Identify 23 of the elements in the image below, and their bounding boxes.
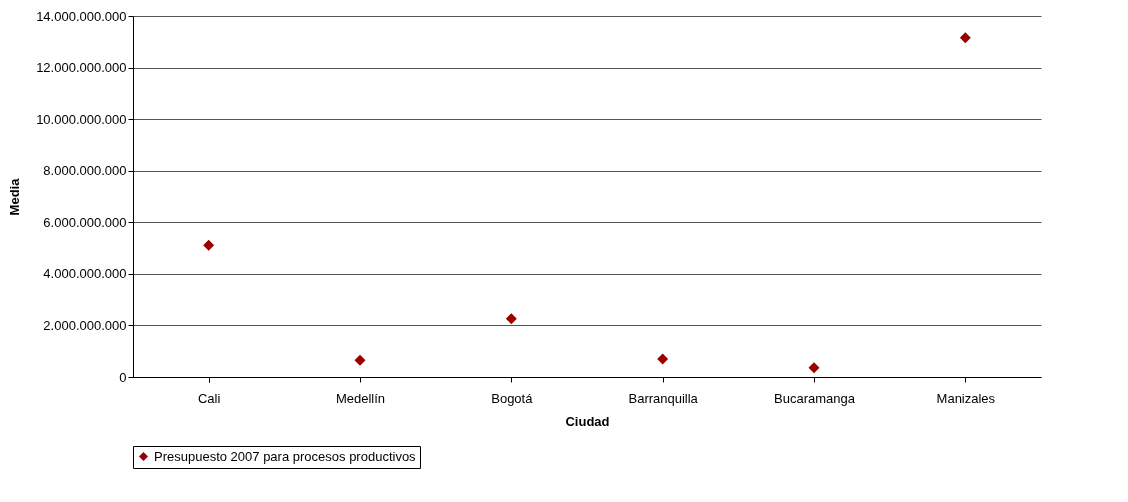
y-tick-label: 2.000.000.000 — [43, 317, 127, 333]
point — [808, 362, 820, 374]
y-tick-label: 6.000.000.000 — [43, 214, 127, 230]
point — [203, 239, 215, 251]
x-tick-label: Bogotá — [491, 390, 534, 406]
y-axis-title: Media — [7, 177, 23, 216]
x-tick-label: Bucaramanga — [774, 390, 856, 406]
legend-label: Presupuesto 2007 para procesos productivos — [154, 448, 417, 464]
y-tick-label: 4.000.000.000 — [43, 266, 127, 282]
y-tick-label: 8.000.000.000 — [43, 163, 127, 179]
point — [959, 32, 971, 44]
x-tick-label: Medellín — [335, 390, 386, 406]
y-tick-label: 0 — [119, 369, 127, 385]
x-tick-label: Barranquilla — [628, 390, 699, 406]
y-tick-label: 14.000.000.000 — [36, 8, 127, 24]
point — [354, 354, 366, 366]
x-tick-label: Manizales — [936, 390, 996, 406]
x-axis-title: Ciudad — [565, 413, 610, 429]
point — [657, 353, 669, 365]
x-tick-label: Cali — [197, 390, 221, 406]
point — [505, 313, 517, 325]
y-tick-label: 12.000.000.000 — [36, 60, 127, 76]
y-tick-label: 10.000.000.000 — [36, 111, 127, 127]
